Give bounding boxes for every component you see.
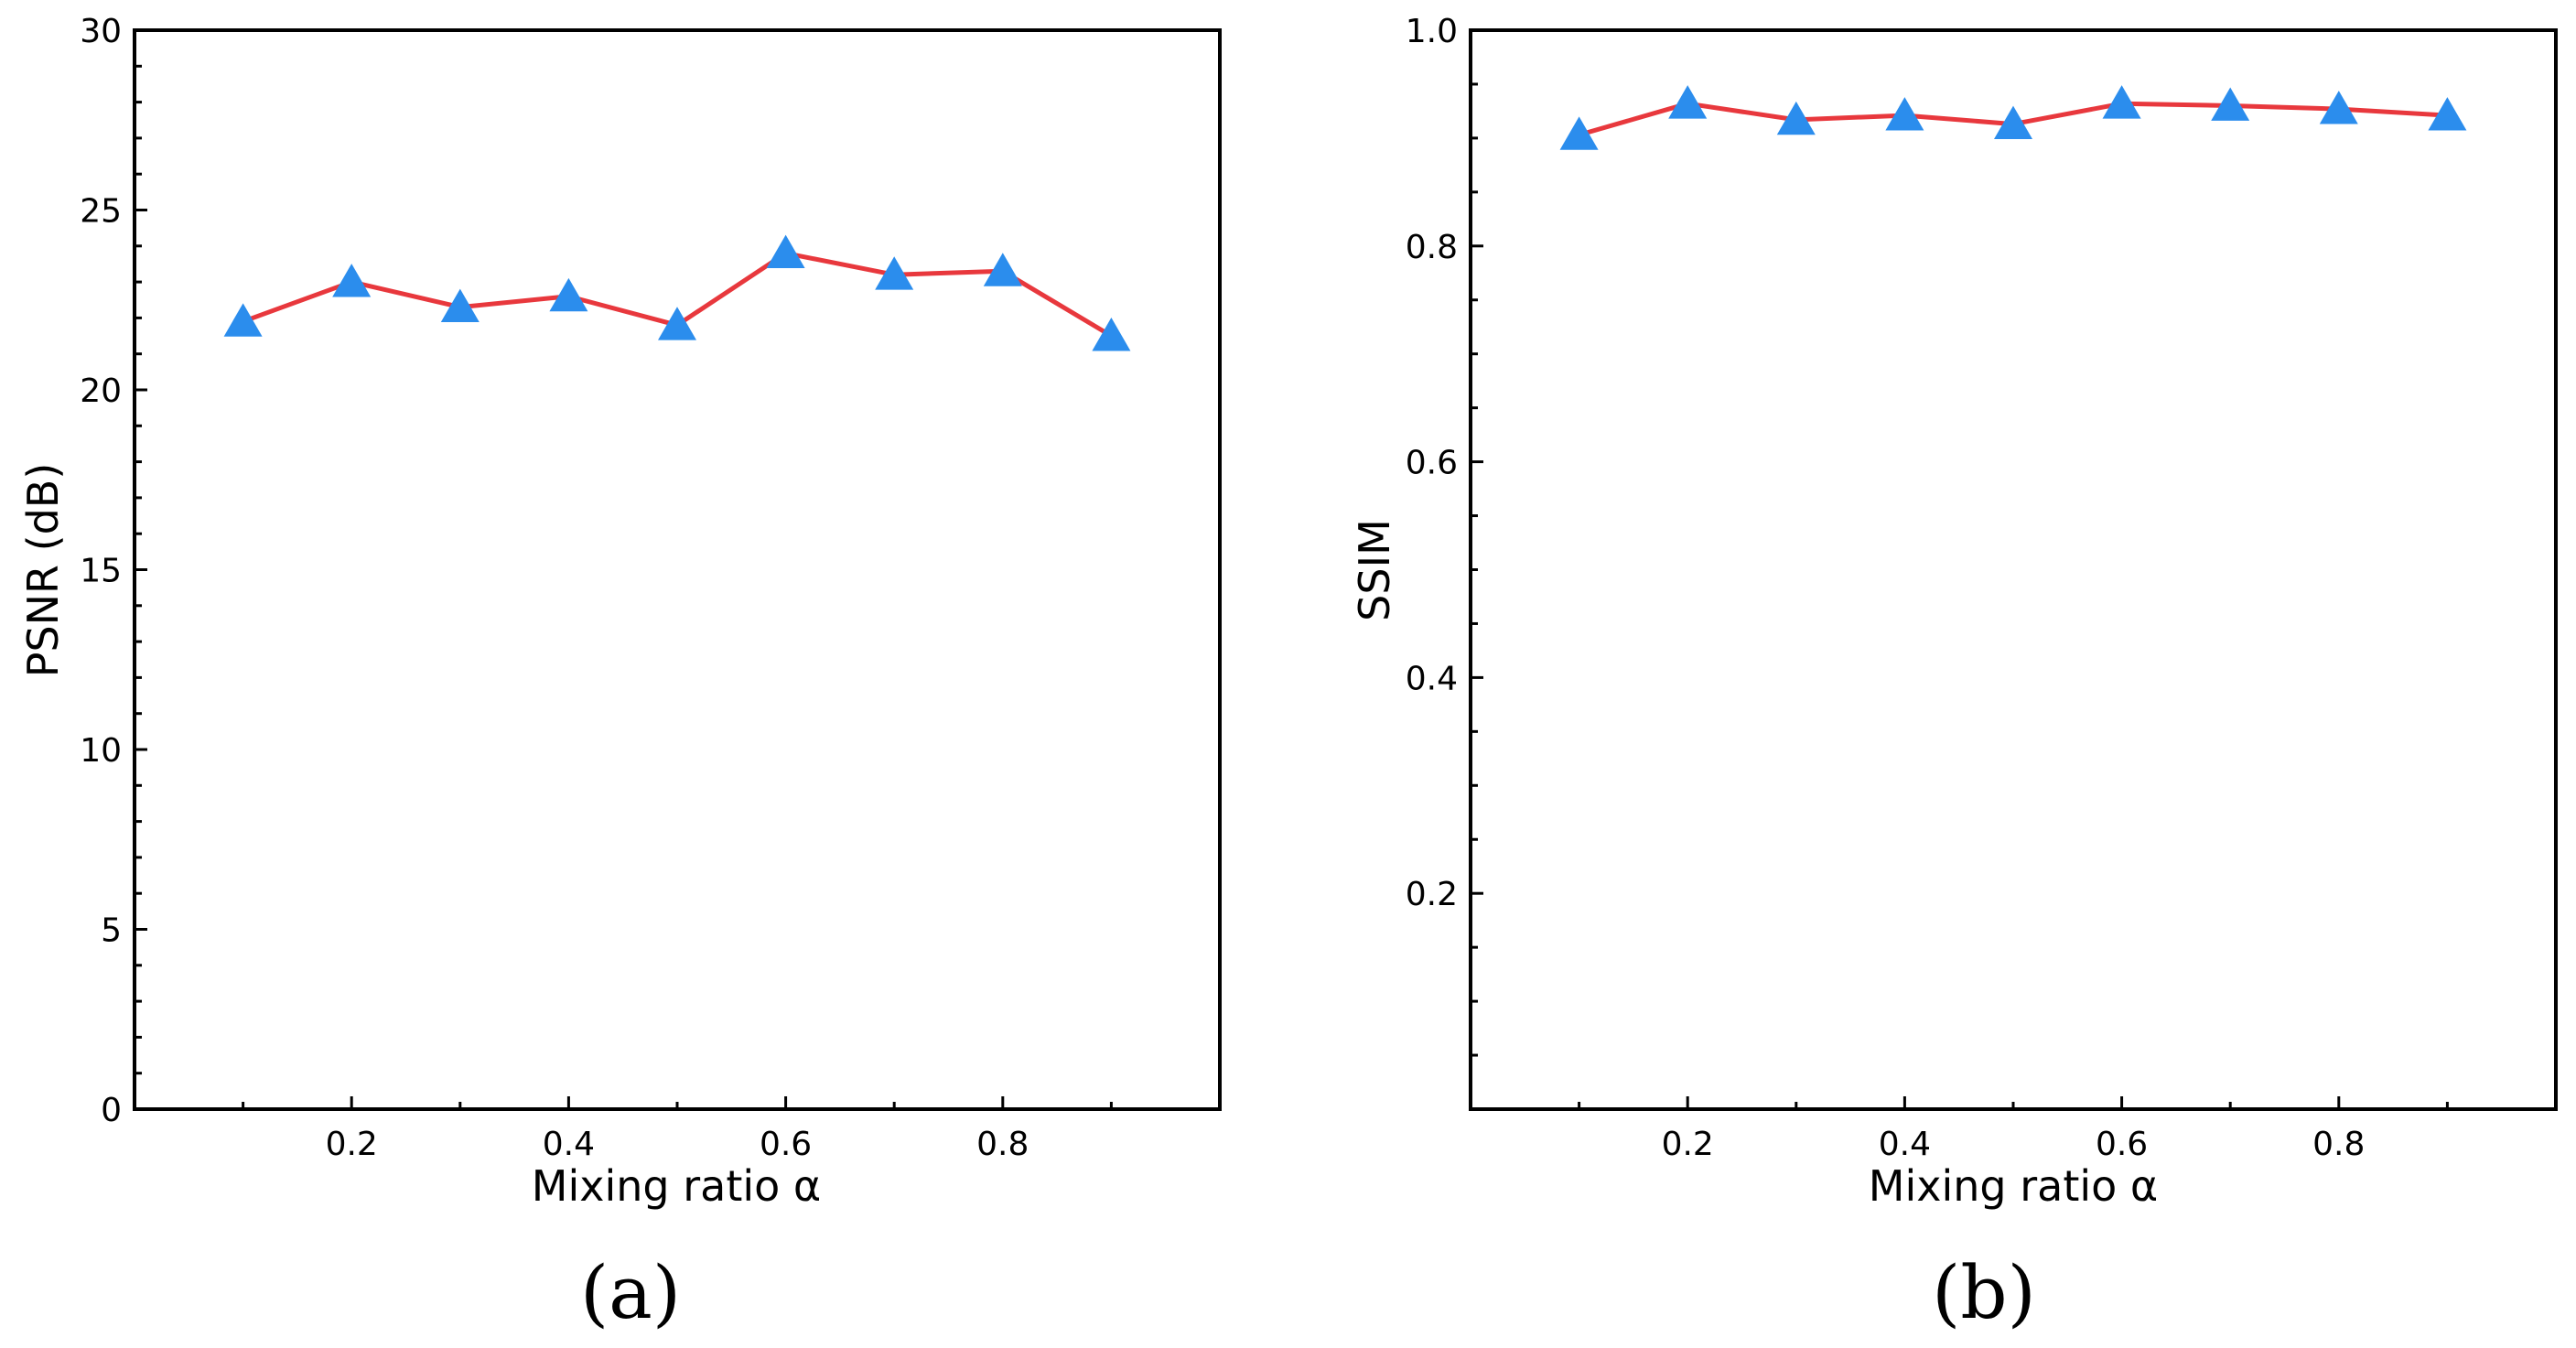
psnr-y-axis-title: PSNR (dB): [18, 463, 68, 678]
psnr-x-tick-label: 0.4: [543, 1126, 595, 1163]
ssim-y-tick-label: 0.8: [1406, 229, 1458, 266]
ssim-x-tick-label: 0.4: [1879, 1126, 1931, 1163]
ssim-data-point: [2102, 85, 2141, 119]
psnr-data-point: [332, 264, 372, 297]
psnr-caption: (a): [580, 1250, 681, 1335]
ssim-data-point: [1885, 97, 1924, 131]
psnr-y-tick-label: 0: [101, 1092, 122, 1129]
ssim-data-point: [1776, 101, 1816, 135]
psnr-data-point: [549, 277, 588, 312]
psnr-data-point: [1092, 318, 1131, 351]
ssim-x-tick-label: 0.6: [2096, 1126, 2148, 1163]
ssim-y-axis-title: SSIM: [1350, 519, 1399, 621]
psnr-x-axis-title: Mixing ratio α: [532, 1161, 821, 1211]
psnr-data-point: [766, 234, 805, 269]
ssim-data-point: [2319, 91, 2358, 124]
ssim-y-tick-label: 1.0: [1406, 13, 1458, 50]
ssim-caption: (b): [1932, 1250, 2036, 1335]
psnr-y-tick-label: 5: [101, 912, 122, 950]
ssim-y-tick-label: 0.6: [1406, 445, 1458, 482]
ssim-x-tick-label: 0.8: [2312, 1126, 2365, 1163]
psnr-x-tick-label: 0.2: [326, 1126, 378, 1163]
psnr-x-tick-label: 0.8: [976, 1126, 1029, 1163]
psnr-chart: Mixing ratio α PSNR (dB) (a) 0.2 0.4 0.6 0.…: [18, 13, 1222, 1335]
psnr-data-point: [875, 256, 914, 290]
ssim-data-point: [1668, 85, 1708, 119]
psnr-data-point: [658, 307, 696, 340]
psnr-data-point: [223, 303, 263, 337]
psnr-x-tick-label: 0.6: [760, 1126, 812, 1163]
psnr-y-tick-label: 10: [80, 732, 122, 770]
psnr-data-point: [983, 253, 1022, 286]
ssim-data-point: [2211, 87, 2250, 121]
ssim-chart: Mixing ratio α SSIM (b) 0.2 0.4 0.6 0.8 0.2 0…: [1350, 13, 2558, 1335]
ssim-data-point: [1559, 116, 1599, 150]
ssim-x-axis-title: Mixing ratio α: [1869, 1161, 2158, 1211]
ssim-y-tick-label: 0.2: [1406, 876, 1458, 913]
psnr-y-tick-label: 30: [80, 13, 122, 50]
psnr-data-point: [440, 288, 480, 323]
ssim-x-tick-label: 0.2: [1662, 1126, 1714, 1163]
psnr-y-tick-label: 20: [80, 372, 122, 410]
psnr-y-tick-label: 15: [80, 553, 122, 590]
ssim-data-point: [2428, 97, 2467, 131]
psnr-y-tick-label: 25: [80, 193, 122, 231]
ssim-y-tick-label: 0.4: [1406, 660, 1458, 697]
ssim-data-point: [1994, 105, 2032, 139]
